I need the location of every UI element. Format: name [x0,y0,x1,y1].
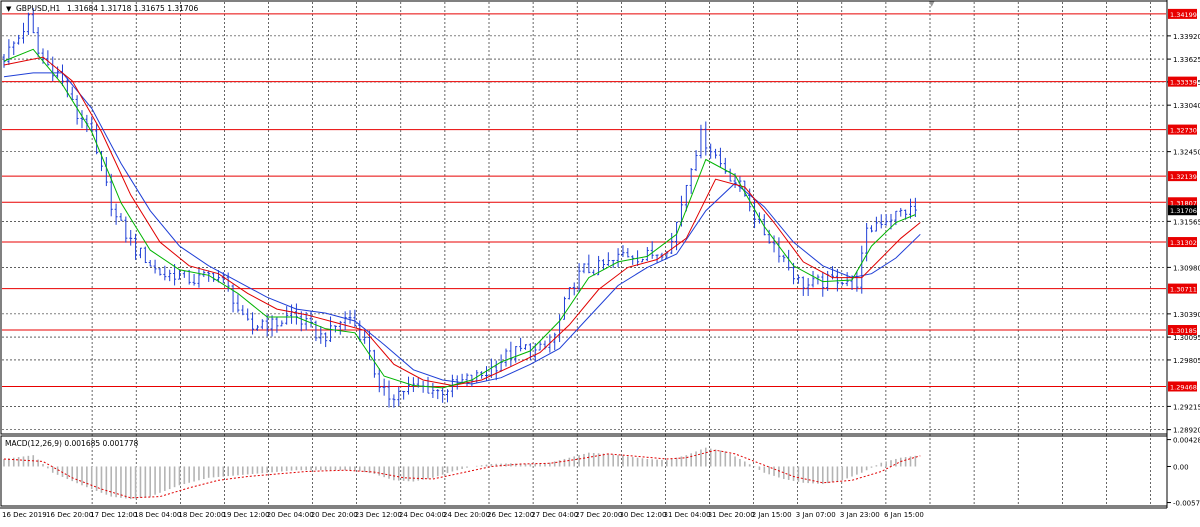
ma-slow-line [3,72,921,385]
level-tag [1168,283,1197,294]
time-tick-label: 19 Dec 12:00 [223,511,270,519]
level-tag-label: 1.33339 [1170,79,1197,87]
price-tick-label: 1.33040 [1173,102,1200,110]
price-tick-label: 1.30980 [1173,264,1200,272]
time-tick-label: 6 Jan 15:00 [884,511,924,519]
time-tick-label: 17 Dec 12:00 [90,511,137,519]
macd-tick-label: -0.00575 [1173,500,1200,508]
price-tick-label: 1.31565 [1173,218,1200,226]
level-tag-label: 1.32730 [1170,127,1197,135]
time-tick-label: 26 Dec 12:00 [487,511,534,519]
price-tick-label: 1.28920 [1173,427,1200,435]
level-tag [1168,237,1197,248]
level-tag-label: 1.31807 [1170,199,1197,207]
macd-label: MACD(12,26,9) 0.001685 0.001778 [5,439,139,448]
time-tick-label: 24 Dec 04:00 [399,511,446,519]
level-lines[interactable] [2,13,1166,387]
chart-symbol: GBPUSD,H1 [16,4,61,13]
level-tag [1168,76,1197,87]
price-tick-label: 1.30390 [1173,311,1200,319]
level-tags: 1.34199 1.33339 1.32730 1.32139 1.31807 1.313… [1168,8,1197,392]
price-tick-label: 1.33625 [1173,56,1200,64]
level-tag-label: 1.30185 [1170,327,1197,335]
level-tag-label: 1.32139 [1170,173,1197,181]
level-tag-label: 1.30711 [1170,286,1197,294]
time-tick-label: 27 Dec 04:00 [531,511,578,519]
time-tick-label: 16 Dec 2019 [2,511,47,519]
macd-tick-label: 0.004287 [1173,437,1200,445]
level-tag-label: 1.31302 [1170,239,1197,247]
time-tick-label: 3 Jan 07:00 [796,511,836,519]
macd-axis: 0.004287 0.00 -0.00575 [1167,437,1200,508]
chart-shift-icon[interactable]: ▼ [929,0,935,8]
ma-fast-line [3,48,916,389]
time-tick-label: 18 Dec 20:00 [178,511,225,519]
level-tag [1168,325,1197,336]
chart-ohlc: 1.31684 1.31718 1.31675 1.31706 [67,4,198,13]
time-tick-label: 31 Dec 04:00 [664,511,711,519]
macd-signal-polyline [3,449,921,499]
price-tick-label: 1.30095 [1173,334,1200,342]
macd-tick-label: 0.00 [1173,463,1189,471]
level-tag [1168,8,1197,19]
time-tick-label: 30 Dec 12:00 [619,511,666,519]
level-tag-label: 1.29468 [1170,383,1197,391]
level-tag [1168,197,1197,208]
price-tick-label: 1.29215 [1173,403,1200,411]
time-tick-label: 3 Jan 23:00 [840,511,880,519]
price-tick-label: 1.29805 [1173,357,1200,365]
time-tick-label: 2 Jan 15:00 [752,511,792,519]
level-tag [1168,124,1197,135]
time-tick-label: 24 Dec 20:00 [443,511,490,519]
current-price-tag [1168,205,1197,216]
price-series [2,8,917,408]
level-tag [1168,171,1197,182]
time-tick-label: 20 Dec 04:00 [267,511,314,519]
current-price-label: 1.31706 [1170,207,1197,215]
time-tick-label: 23 Dec 12:00 [355,511,402,519]
ma-mid-line [3,56,921,387]
macd-signal-line [3,449,921,499]
time-tick-label: 31 Dec 20:00 [708,511,755,519]
level-tag [1168,381,1197,392]
time-tick-label: 16 Dec 20:00 [46,511,93,519]
symbol-icon: ▼ [6,5,12,13]
moving-averages [3,48,921,389]
level-tag-label: 1.34199 [1170,11,1197,19]
time-tick-label: 18 Dec 04:00 [134,511,181,519]
macd-histogram [3,447,917,500]
price-tick-label: 1.32450 [1173,149,1200,157]
price-tick-label: 1.33920 [1173,33,1200,41]
time-tick-label: 27 Dec 20:00 [575,511,622,519]
time-tick-label: 20 Dec 20:00 [311,511,358,519]
